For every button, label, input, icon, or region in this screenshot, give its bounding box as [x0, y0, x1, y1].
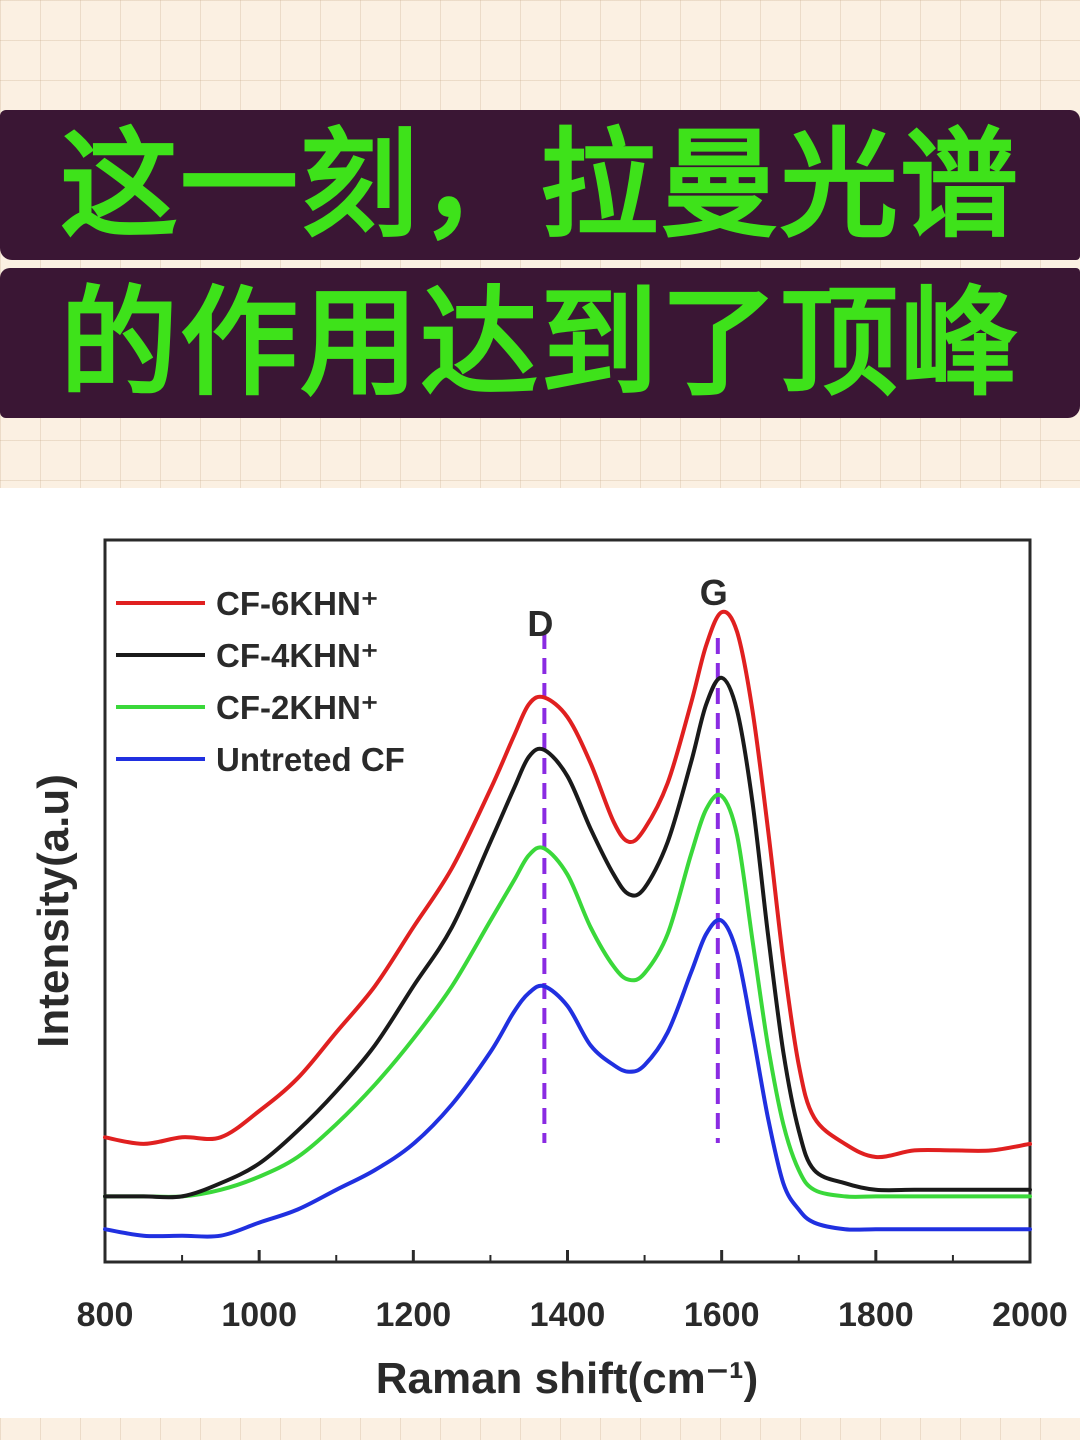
- series-layer: [103, 609, 1032, 1239]
- raman-spectrum-chart: DG 800 1000 1200 1400 1600 1800 2000 CF-6KHN⁺C…: [29, 538, 1068, 1403]
- x-tick-layer: 800 1000 1200 1400 1600 1800 2000: [77, 1250, 1068, 1334]
- series-line-3: [103, 917, 1032, 1239]
- y-axis-label: Intensity(a.u): [29, 774, 78, 1048]
- peak-label-g: G: [700, 572, 728, 613]
- peak-marker-layer: DG: [527, 572, 728, 1143]
- title-line-2: 的作用达到了顶峰: [59, 274, 1020, 412]
- x-tick-label-1: 1000: [221, 1296, 297, 1334]
- legend: CF-6KHN⁺ CF-4KHN⁺ CF-2KHN⁺ Untreted CF: [116, 585, 405, 778]
- legend-label-3: Untreted CF: [216, 741, 405, 778]
- x-tick-label-2: 1200: [376, 1296, 452, 1334]
- series-line-1: [103, 675, 1032, 1200]
- peak-label-d: D: [527, 603, 553, 644]
- x-tick-label-3: 1400: [530, 1296, 606, 1334]
- legend-label-1: CF-4KHN⁺: [216, 637, 378, 674]
- x-tick-label-6: 2000: [992, 1296, 1068, 1334]
- x-axis-label: Raman shift(cm⁻¹): [376, 1354, 759, 1403]
- x-tick-label-5: 1800: [838, 1296, 914, 1334]
- series-line-2: [103, 792, 1032, 1199]
- legend-label-2: CF-2KHN⁺: [216, 689, 378, 726]
- title-banner-line-2: 的作用达到了顶峰: [0, 268, 1080, 418]
- legend-label-0: CF-6KHN⁺: [216, 585, 378, 622]
- x-tick-label-4: 1600: [684, 1296, 760, 1334]
- x-tick-label-0: 800: [77, 1296, 134, 1334]
- series-line-0: [103, 609, 1032, 1160]
- title-line-1: 这一刻，拉曼光谱: [59, 116, 1020, 254]
- title-banner-line-1: 这一刻，拉曼光谱: [0, 110, 1080, 260]
